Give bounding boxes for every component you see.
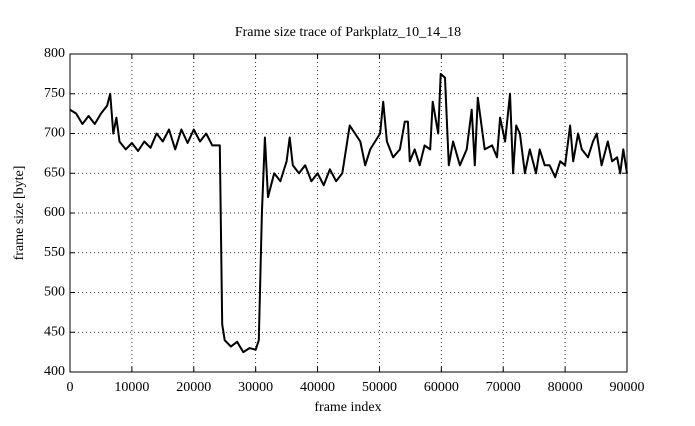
chart-title: Frame size trace of Parkplatz_10_14_18 [235,25,461,40]
x-tick-label: 90000 [610,380,645,395]
data-line [69,72,628,354]
x-tick-label: 30000 [238,380,273,395]
x-tick-label: 20000 [176,380,211,395]
y-tick-label: 650 [44,165,65,180]
y-tick-label: 450 [44,324,65,339]
x-axis-label: frame index [314,400,381,415]
x-tick-label: 40000 [300,380,335,395]
y-tick-label: 800 [44,46,65,61]
y-tick-label: 750 [44,86,65,101]
x-tick-label: 70000 [486,380,521,395]
y-tick-label: 600 [44,205,65,220]
plot-frame [69,53,628,373]
x-tick-label: 50000 [362,380,397,395]
x-tick-label: 80000 [548,380,583,395]
y-tick-label: 550 [44,245,65,260]
y-tick-label: 700 [44,126,65,141]
y-tick-label: 500 [44,285,65,300]
y-axis-label: frame size [byte] [12,166,27,261]
y-tick-label: 400 [44,364,65,379]
x-tick-label: 60000 [424,380,459,395]
x-tick-label: 0 [67,380,74,395]
x-tick-label: 10000 [114,380,149,395]
